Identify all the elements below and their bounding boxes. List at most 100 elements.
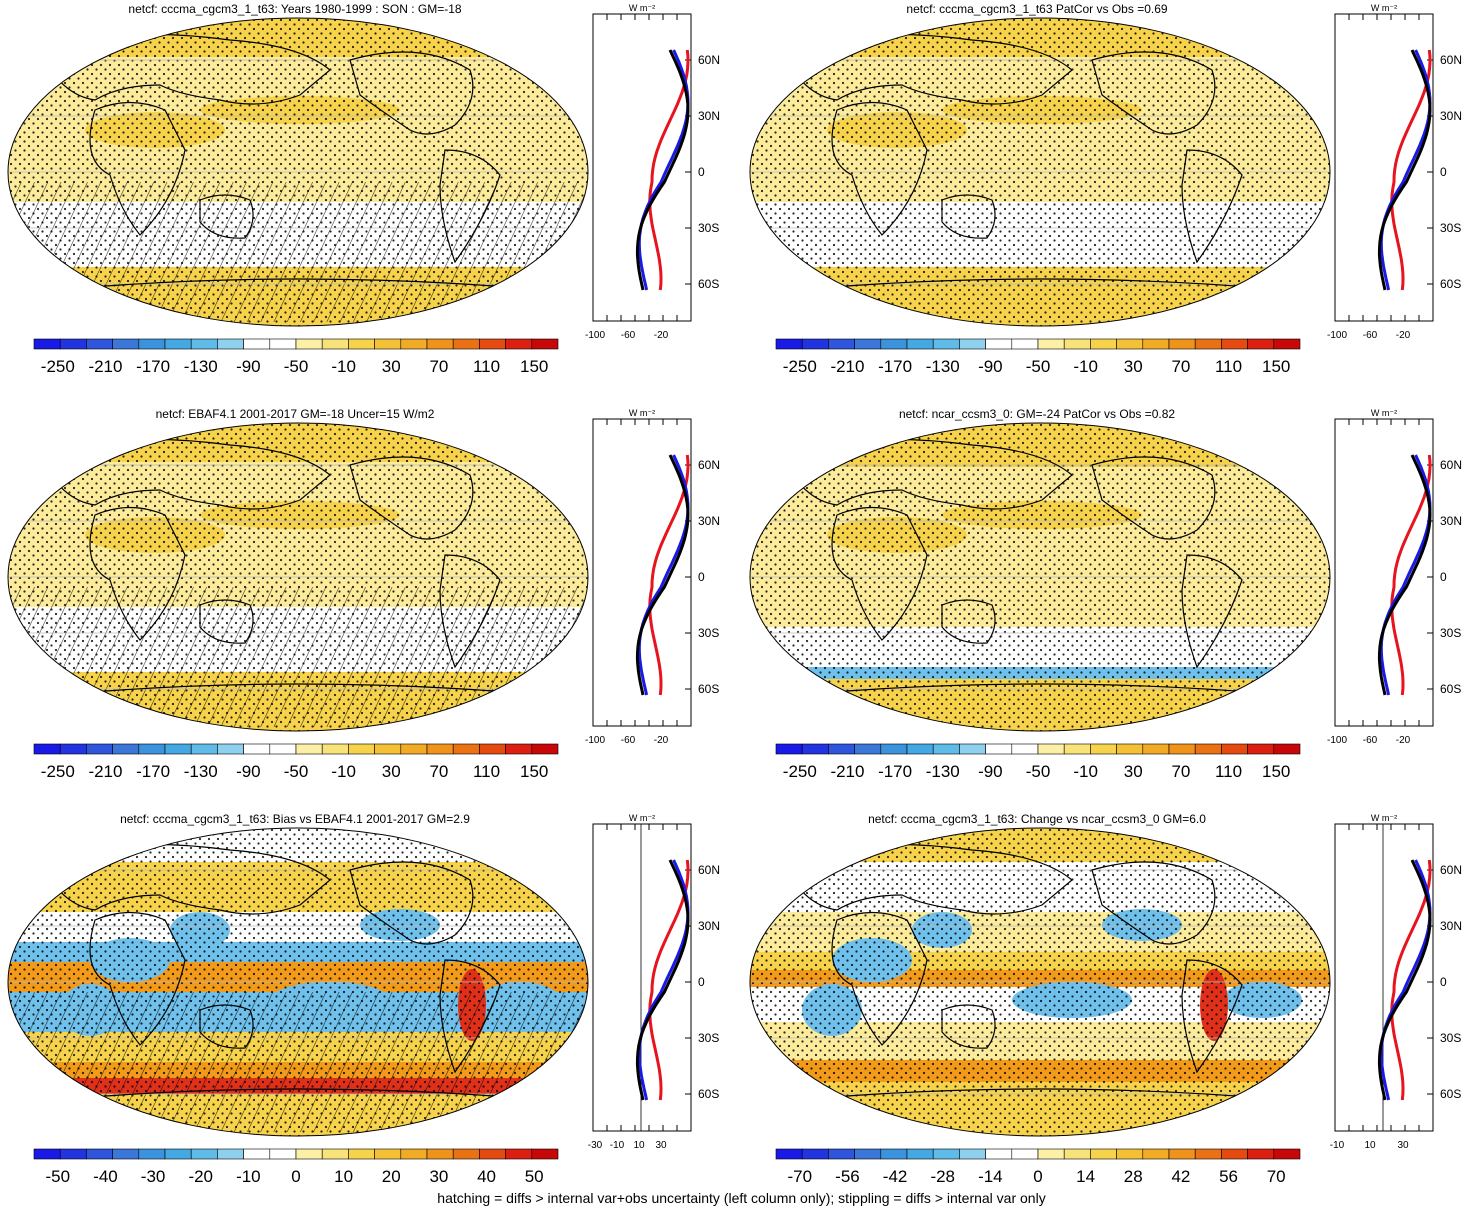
colorbar-swatch (1221, 1148, 1248, 1160)
profile-line-red (1390, 454, 1432, 696)
coastline (89, 506, 186, 641)
colorbar-tick-label: 30 (382, 762, 401, 781)
colorbar-swatch (59, 338, 87, 350)
coastline (199, 194, 254, 239)
panel-graphics: -250 -210 -170 -130 -90 -50 -10 30 70 110 150 W m⁻²… (7, 408, 720, 781)
colorbar-swatch (33, 743, 61, 755)
colorbar-swatch (1011, 338, 1039, 350)
coastline (349, 456, 474, 540)
profile-line-black (1377, 454, 1432, 696)
coastline (1091, 861, 1216, 945)
profile-lat-label: 60N (1440, 53, 1462, 67)
colorbar-swatch (138, 338, 166, 350)
colorbar-tick-label: 150 (1262, 762, 1290, 781)
colorbar-swatch (1011, 743, 1039, 755)
colorbar-tick-label: -90 (236, 762, 261, 781)
colorbar-swatch (801, 1148, 829, 1160)
profile-units-label: W m⁻² (1371, 3, 1397, 13)
colorbar-swatch (217, 743, 244, 755)
colorbar-tick-label: -250 (783, 357, 817, 376)
colorbar-swatch (959, 743, 986, 755)
profile-line-blue (637, 454, 690, 696)
colorbar-swatch (1168, 1148, 1196, 1160)
colorbar-swatch (1247, 1148, 1275, 1160)
colorbar-swatch (426, 1148, 454, 1160)
colorbar-swatch (217, 338, 244, 350)
profile-x-label: 30 (655, 1140, 667, 1151)
coastline (39, 33, 331, 105)
colorbar-tick-label: -56 (835, 1167, 860, 1186)
panel-graphics: -250 -210 -170 -130 -90 -50 -10 30 70 110 150 W m⁻²… (749, 3, 1462, 376)
colorbar-swatch (906, 338, 934, 350)
coastline (349, 51, 474, 135)
profile-lat-label: 30N (1440, 514, 1462, 528)
colorbar-swatch (164, 1148, 192, 1160)
colorbar-tick-label: -10 (236, 1167, 261, 1186)
profile-line-red (648, 454, 690, 696)
colorbar-swatch (112, 1148, 140, 1160)
coastline (831, 101, 928, 236)
colorbar-swatch (374, 338, 402, 350)
colorbar-swatch (86, 743, 113, 755)
colorbar-swatch (295, 1148, 323, 1160)
profile-lat-label: 30S (1440, 626, 1461, 640)
colorbar-tick-label: -30 (141, 1167, 166, 1186)
colorbar-swatch (1247, 743, 1275, 755)
colorbar-tick-label: 110 (473, 357, 500, 376)
colorbar-tick-label: -10 (331, 762, 356, 781)
colorbar-swatch (59, 1148, 87, 1160)
panel-title: netcf: cccma_cgcm3_1_t63: Change vs ncar… (868, 812, 1206, 826)
colorbar-swatch (775, 1148, 803, 1160)
profile-line-black (635, 859, 690, 1101)
panel-title: netcf: cccma_cgcm3_1_t63: Bias vs EBAF4.… (120, 812, 470, 826)
colorbar-tick-label: -130 (926, 762, 960, 781)
colorbar-swatch (452, 1148, 480, 1160)
profile-x-label: -20 (1396, 735, 1411, 746)
coastline (1181, 959, 1243, 1074)
profile-lat-label: 60S (1440, 1087, 1461, 1101)
coastline (781, 843, 1073, 915)
hatching (8, 992, 588, 1132)
colorbar-swatch (426, 338, 454, 350)
profile-line-red (1390, 859, 1432, 1101)
colorbar-swatch (932, 743, 960, 755)
colorbar-swatch (1063, 1148, 1091, 1160)
profile-lat-label: 60S (698, 1087, 719, 1101)
panel-ref-model-climatology: netcf: ncar_ccsm3_0: GM=-24 PatCor vs Ob… (742, 405, 1483, 810)
profile-lat-label: 0 (1440, 165, 1447, 179)
colorbar-tick-label: -20 (188, 1167, 213, 1186)
map-field (750, 828, 1330, 1136)
colorbar-tick-label: -90 (236, 357, 261, 376)
colorbar-tick-label: 20 (382, 1167, 401, 1186)
colorbar-swatch (1037, 338, 1065, 350)
colorbar-swatch (138, 1148, 166, 1160)
profile-x-label: 30 (1397, 1140, 1409, 1151)
profile-lat-label: 60S (1440, 277, 1461, 291)
panel-graphics: -250 -210 -170 -130 -90 -50 -10 30 70 110 150 W m⁻²… (749, 408, 1462, 781)
profile-x-label: 10 (633, 1140, 645, 1151)
colorbar-swatch (138, 743, 166, 755)
coastline (439, 149, 501, 264)
colorbar-swatch (400, 338, 428, 350)
colorbar-tick-label: -210 (88, 357, 122, 376)
colorbar-swatch (505, 1148, 533, 1160)
coastline (821, 683, 1263, 694)
colorbar-tick-label: 30 (1124, 762, 1143, 781)
colorbar-tick-label: -50 (46, 1167, 71, 1186)
colorbar-swatch (400, 1148, 428, 1160)
colorbar-swatch (880, 1148, 908, 1160)
coastline (79, 278, 521, 289)
profile-units-label: W m⁻² (629, 408, 655, 418)
panel-model-climatology: netcf: cccma_cgcm3_1_t63: Years 1980-199… (0, 0, 741, 405)
colorbar-tick-label: -14 (978, 1167, 1003, 1186)
profile-line-black (635, 454, 690, 696)
profile-line-blue (637, 859, 690, 1101)
colorbar-swatch (374, 743, 402, 755)
colorbar-swatch (906, 1148, 934, 1160)
profile-x-label: -100 (585, 735, 605, 746)
colorbar-swatch (1142, 1148, 1170, 1160)
profile-frame (592, 418, 692, 727)
profile-lat-label: 60N (1440, 863, 1462, 877)
profile-line-red (648, 49, 690, 291)
colorbar-swatch (190, 338, 218, 350)
